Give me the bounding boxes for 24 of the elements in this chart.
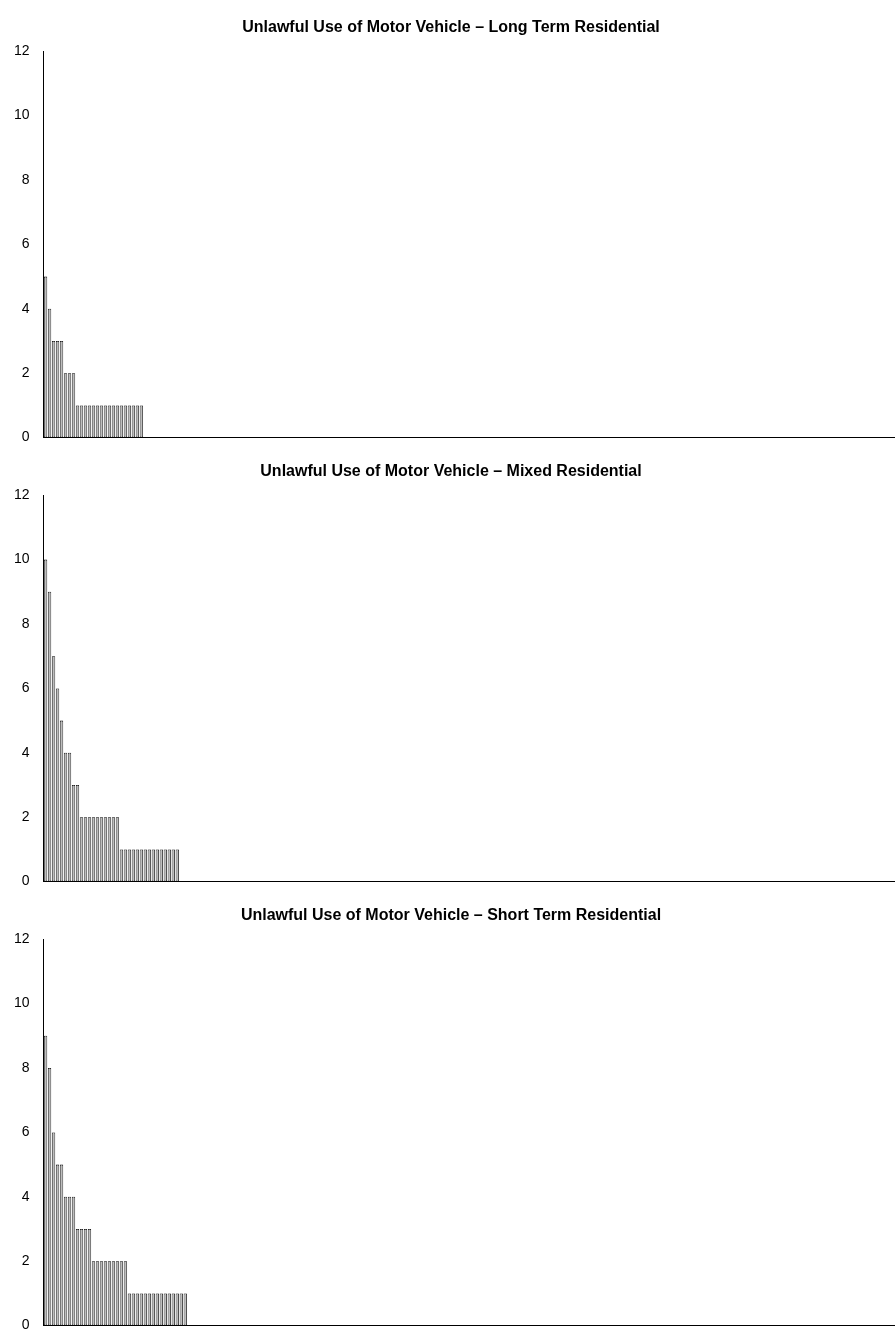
y-tick-label: 8	[21, 1058, 30, 1075]
y-tick-label: 0	[21, 428, 30, 445]
y-tick-label: 4	[21, 1187, 30, 1204]
y-tick-label: 2	[21, 364, 30, 381]
y-tick-label: 6	[21, 1123, 30, 1140]
y-tick-label: 10	[13, 106, 30, 123]
y-tick-label: 2	[21, 808, 30, 825]
chart-title: Unlawful Use of Motor Vehicle – Short Term Residential	[240, 906, 662, 924]
y-tick-label: 0	[21, 872, 30, 889]
y-tick-label: 12	[13, 930, 30, 947]
y-tick-label: 12	[13, 486, 30, 503]
y-tick-label: 0	[21, 1316, 30, 1333]
y-tick-label: 6	[21, 235, 30, 252]
y-tick-label: 12	[13, 42, 30, 59]
y-tick-label: 8	[21, 614, 30, 631]
y-tick-label: 2	[21, 1252, 30, 1269]
chart-title: Unlawful Use of Motor Vehicle – Long Term Residential	[242, 18, 660, 36]
y-tick-label: 8	[21, 170, 30, 187]
y-tick-label: 6	[21, 679, 30, 696]
y-tick-label: 10	[13, 994, 30, 1011]
chart-title: Unlawful Use of Motor Vehicle – Mixed Residential	[260, 462, 642, 480]
y-tick-label: 4	[21, 743, 30, 760]
y-tick-label: 4	[21, 299, 30, 316]
y-tick-label: 10	[13, 550, 30, 567]
